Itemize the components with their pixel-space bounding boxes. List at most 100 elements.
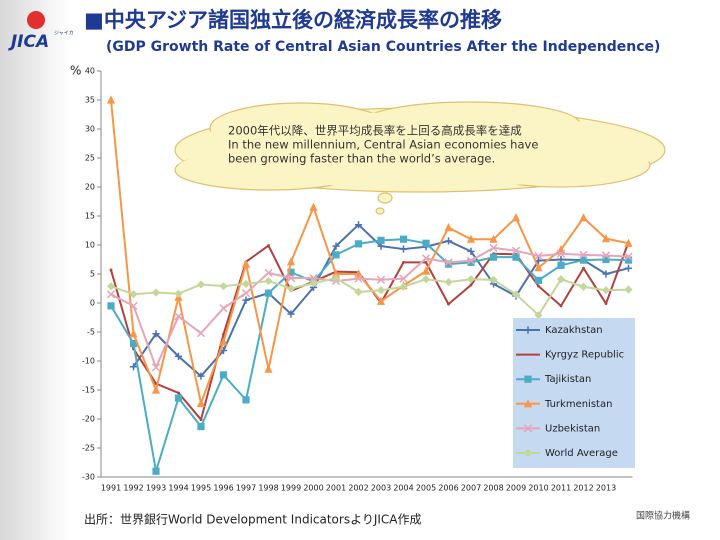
marker bbox=[107, 302, 115, 310]
marker bbox=[219, 371, 228, 379]
x-tick-label: 1999 bbox=[281, 484, 301, 493]
marker bbox=[604, 302, 608, 305]
annotation: In the new millennium, Central Asian eco… bbox=[228, 138, 538, 152]
marker bbox=[354, 240, 363, 248]
marker bbox=[579, 250, 588, 259]
marker bbox=[151, 363, 161, 372]
marker bbox=[286, 284, 296, 293]
x-tick-label: 1994 bbox=[168, 484, 188, 493]
y-tick-label: -10 bbox=[82, 357, 95, 366]
marker bbox=[264, 364, 273, 373]
marker bbox=[556, 249, 566, 258]
marker bbox=[219, 282, 228, 291]
y-axis-label: % bbox=[70, 64, 81, 78]
marker bbox=[624, 285, 633, 294]
x-tick-label: 2005 bbox=[416, 484, 436, 493]
legend-marker bbox=[523, 448, 533, 458]
marker bbox=[109, 268, 113, 272]
marker bbox=[241, 279, 251, 288]
logo-text: JICA bbox=[8, 32, 49, 52]
marker bbox=[106, 282, 116, 291]
callout bbox=[174, 101, 666, 215]
marker bbox=[242, 396, 250, 404]
marker bbox=[601, 251, 611, 260]
marker bbox=[129, 290, 138, 299]
series-line bbox=[110, 99, 629, 405]
marker bbox=[512, 253, 520, 261]
marker bbox=[556, 275, 566, 284]
y-tick-label: 40 bbox=[85, 67, 95, 76]
marker bbox=[579, 282, 588, 291]
x-tick-label: 2011 bbox=[551, 484, 571, 493]
x-tick-label: 2000 bbox=[303, 484, 323, 493]
y-tick-label: 5 bbox=[90, 270, 95, 279]
marker bbox=[466, 256, 476, 265]
marker bbox=[264, 289, 273, 297]
x-tick-label: 1996 bbox=[213, 484, 233, 493]
marker bbox=[129, 340, 138, 348]
legend-label: Turkmenistan bbox=[544, 399, 612, 410]
source-note: 出所：世界銀行World Development IndicatorsよりJIC… bbox=[84, 513, 422, 527]
x-tick-label: 2013 bbox=[596, 484, 616, 493]
y-tick-label: -5 bbox=[87, 328, 95, 337]
marker bbox=[399, 282, 408, 291]
marker bbox=[287, 310, 295, 318]
marker bbox=[579, 213, 588, 222]
marker bbox=[376, 296, 386, 305]
marker bbox=[332, 242, 340, 250]
y-tick-label: 25 bbox=[85, 154, 95, 163]
legend-label: Tajikistan bbox=[544, 374, 591, 385]
marker bbox=[444, 237, 453, 245]
x-tick-label: 2008 bbox=[483, 484, 503, 493]
marker bbox=[444, 223, 453, 232]
chart-title: ■中央アジア諸国独立後の経済成長率の推移 bbox=[84, 8, 502, 32]
marker bbox=[241, 289, 251, 298]
marker bbox=[444, 278, 453, 287]
marker bbox=[624, 238, 633, 247]
marker bbox=[534, 263, 543, 272]
marker bbox=[354, 221, 363, 229]
series-line bbox=[110, 238, 629, 473]
marker bbox=[196, 280, 206, 289]
x-tick-label: 2002 bbox=[348, 484, 368, 493]
marker bbox=[241, 259, 251, 268]
x-tick-label: 1998 bbox=[258, 484, 278, 493]
marker bbox=[129, 363, 138, 371]
x-tick-label: 1991 bbox=[101, 484, 121, 493]
y-tick-label: -15 bbox=[82, 386, 95, 395]
marker bbox=[264, 276, 273, 286]
marker bbox=[424, 261, 428, 264]
chart-subtitle: (GDP Growth Rate of Central Asian Countr… bbox=[106, 39, 660, 55]
marker bbox=[174, 289, 183, 298]
marker bbox=[354, 274, 363, 283]
marker bbox=[421, 254, 431, 263]
marker bbox=[489, 275, 498, 284]
marker bbox=[129, 329, 138, 338]
legend-label: Kyrgyz Republic bbox=[545, 350, 624, 361]
marker bbox=[624, 256, 633, 264]
marker bbox=[421, 275, 431, 284]
x-tick-label: 1997 bbox=[236, 484, 256, 493]
legend: Kazakhstan Kyrgyz Republic Tajikistan Turkm… bbox=[516, 325, 624, 459]
legend-marker bbox=[524, 326, 532, 334]
marker bbox=[399, 245, 408, 253]
annotation: been growing faster than the world’s ave… bbox=[228, 152, 495, 166]
marker bbox=[151, 385, 161, 394]
marker bbox=[469, 283, 473, 287]
y-tick-label: -30 bbox=[82, 473, 95, 482]
marker bbox=[197, 422, 205, 431]
x-tick-label: 2009 bbox=[506, 484, 526, 493]
marker bbox=[332, 251, 340, 259]
marker bbox=[152, 330, 160, 338]
marker bbox=[399, 235, 408, 243]
marker bbox=[377, 236, 385, 244]
marker bbox=[489, 243, 498, 253]
marker bbox=[196, 398, 206, 407]
marker bbox=[309, 279, 318, 288]
y-tick-label: 30 bbox=[85, 125, 95, 134]
marker bbox=[309, 202, 318, 211]
x-tick-label: 1992 bbox=[123, 484, 143, 493]
marker bbox=[151, 288, 161, 297]
marker bbox=[447, 302, 450, 306]
marker bbox=[444, 260, 453, 268]
